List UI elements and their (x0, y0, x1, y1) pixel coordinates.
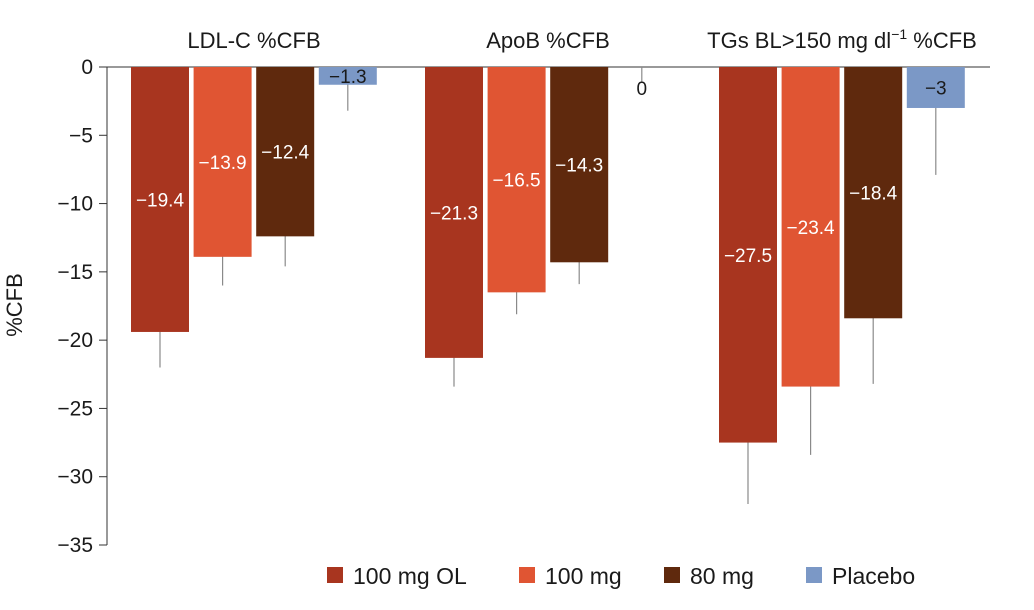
group-label-main: TGs BL>150 mg dl (707, 28, 891, 53)
group-labels: LDL-C %CFB ApoB %CFB TGs BL>150 mg dl−1 %C… (187, 26, 976, 53)
bar (550, 67, 609, 263)
bar (719, 67, 777, 443)
bar (256, 67, 315, 237)
legend-swatch (327, 567, 343, 583)
group-label-rest: %CFB (907, 28, 977, 53)
y-tick-label: −35 (57, 534, 93, 557)
data-label: −13.9 (199, 153, 247, 174)
group-label-main: LDL-C %CFB (187, 28, 320, 53)
axes: 0−5−10−15−20−25−30−35 (57, 56, 990, 557)
legend-label: 80 mg (690, 563, 754, 589)
data-label: 0 (637, 79, 648, 100)
y-tick-label: 0 (81, 56, 93, 79)
bar (193, 67, 252, 257)
data-label: −14.3 (555, 156, 603, 177)
data-label: −16.5 (493, 171, 541, 192)
legend: 100 mg OL 100 mg 80 mg Placebo (327, 563, 915, 589)
legend-label: 100 mg (545, 563, 622, 589)
data-label: −23.4 (787, 218, 836, 239)
group-label-superscript: −1 (891, 26, 907, 42)
data-label: −3 (925, 78, 947, 99)
bar (318, 67, 377, 85)
data-label: −18.4 (849, 184, 898, 205)
y-tick-label: −5 (69, 124, 93, 147)
data-label: −21.3 (430, 203, 478, 224)
legend-label: Placebo (832, 563, 915, 589)
group-label: LDL-C %CFB (187, 28, 320, 53)
legend-swatch (664, 567, 680, 583)
group-label: TGs BL>150 mg dl−1 %CFB (707, 26, 977, 53)
bar (844, 67, 903, 319)
group-label-main: ApoB %CFB (486, 28, 610, 53)
y-axis-title: %CFB (2, 273, 27, 337)
y-tick-label: −30 (57, 466, 93, 489)
bars: −19.4 −21.3 −27.5 −13.9 −16.5 −23.4 −12.4 −14.3… (131, 67, 965, 505)
y-tick-label: −15 (57, 261, 93, 284)
bar (487, 67, 546, 293)
bar (131, 67, 189, 332)
y-tick-label: −20 (57, 329, 93, 352)
data-label: −12.4 (261, 143, 310, 164)
y-tick-label: −25 (57, 397, 93, 420)
legend-swatch (806, 567, 822, 583)
bar (906, 67, 965, 108)
data-label: −1.3 (329, 67, 367, 88)
bar (425, 67, 483, 358)
bar (781, 67, 840, 387)
group-label: ApoB %CFB (486, 28, 610, 53)
data-label: −19.4 (136, 190, 185, 211)
legend-swatch (519, 567, 535, 583)
legend-label: 100 mg OL (353, 563, 467, 589)
data-label: −27.5 (724, 246, 772, 267)
y-tick-label: −10 (57, 193, 93, 216)
